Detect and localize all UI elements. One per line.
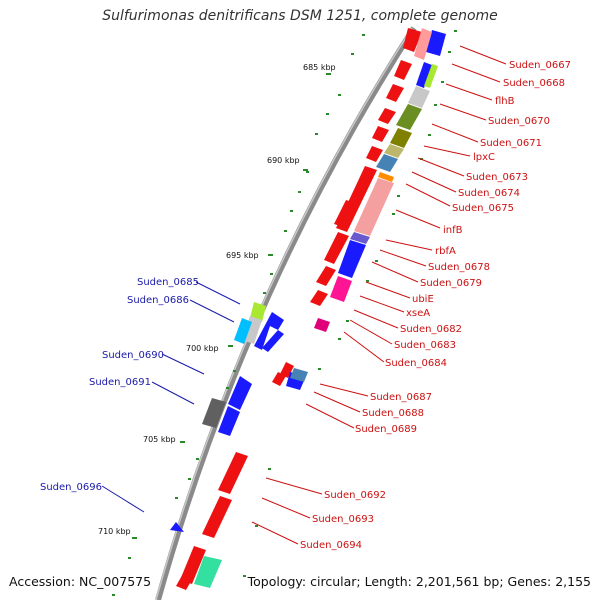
gene-arrow	[228, 376, 252, 410]
gene-label-suden-0683: Suden_0683	[394, 340, 456, 351]
gene-label-ubie: ubiE	[412, 294, 434, 305]
gene-label-suden-0671: Suden_0671	[480, 138, 542, 149]
gene-arrow	[254, 312, 284, 350]
gene-label-suden-0685: Suden_0685	[137, 277, 199, 288]
gene-arrow	[394, 60, 412, 80]
gene-arrow	[378, 108, 396, 124]
tick-label-695: 695 kbp	[226, 251, 259, 260]
gene-arrow	[316, 266, 336, 286]
gene-label-suden-0674: Suden_0674	[458, 188, 520, 199]
tick-label-710: 710 kbp	[98, 527, 131, 536]
gene-label-infb: infB	[443, 225, 463, 236]
gene-block	[350, 232, 370, 244]
gene-label-rbfa: rbfA	[435, 246, 456, 257]
gene-label-suden-0668: Suden_0668	[503, 78, 565, 89]
gene-label-xsea: xseA	[406, 308, 430, 319]
gene-block	[202, 398, 226, 428]
gene-arrow	[262, 330, 284, 352]
gene-label-suden-0689: Suden_0689	[355, 424, 417, 435]
gene-arrow	[280, 362, 294, 378]
gene-block	[390, 128, 412, 148]
gene-label-suden-0673: Suden_0673	[466, 172, 528, 183]
gene-arrow	[324, 232, 349, 264]
scale-dots	[112, 30, 457, 596]
gene-arrow	[366, 146, 383, 162]
gene-block	[314, 318, 330, 332]
tick-label-690: 690 kbp	[267, 156, 300, 165]
tick-label-705: 705 kbp	[143, 435, 176, 444]
gene-block	[234, 318, 252, 344]
topology-label: Topology: circular; Length: 2,201,561 bp…	[247, 574, 591, 589]
gene-block	[290, 368, 308, 382]
gene-block	[354, 178, 394, 236]
gene-block	[408, 86, 430, 108]
genome-backbone-highlight	[155, 27, 413, 601]
gene-label-suden-0670: Suden_0670	[488, 116, 550, 127]
gene-block	[378, 172, 394, 182]
major-ticks	[132, 73, 331, 539]
gene-label-lpxc: lpxC	[473, 152, 495, 163]
left-leader-lines	[101, 281, 241, 513]
gene-label-suden-0684: Suden_0684	[385, 358, 447, 369]
gene-arrow	[336, 166, 377, 232]
right-leader-lines	[251, 45, 507, 545]
gene-label-suden-0679: Suden_0679	[420, 278, 482, 289]
left-genes	[170, 302, 284, 532]
map-title: Sulfurimonas denitrificans DSM 1251, com…	[102, 8, 498, 24]
forward-strand-genes	[194, 28, 446, 588]
gene-label-suden-0691: Suden_0691	[89, 377, 151, 388]
reverse-strand-genes	[176, 28, 422, 590]
gene-label-suden-0675: Suden_0675	[452, 203, 514, 214]
accession-label: Accession: NC_007575	[9, 574, 152, 589]
gene-label-suden-0690: Suden_0690	[102, 350, 164, 361]
gene-block	[242, 316, 262, 344]
gene-block	[330, 276, 352, 302]
gene-arrow	[372, 126, 389, 142]
gene-arrow	[403, 28, 422, 52]
tick-label-685: 685 kbp	[303, 63, 336, 72]
gene-arrow	[218, 452, 248, 494]
gene-block	[414, 28, 432, 60]
gene-arrow	[218, 406, 240, 436]
gene-arrow	[310, 290, 328, 306]
gene-arrow	[386, 84, 404, 102]
gene-arrow	[272, 372, 286, 386]
gene-block	[396, 104, 422, 130]
gene-label-suden-0682: Suden_0682	[400, 324, 462, 335]
gene-arrow	[202, 496, 232, 538]
gene-block	[416, 62, 432, 88]
gene-label-suden-0696: Suden_0696	[40, 482, 102, 493]
gene-label-suden-0692: Suden_0692	[324, 490, 386, 501]
gene-label-suden-0667: Suden_0667	[509, 60, 571, 71]
gene-block	[338, 240, 366, 278]
gene-label-suden-0686: Suden_0686	[127, 295, 189, 306]
tick-label-700: 700 kbp	[186, 344, 219, 353]
gene-label-suden-0694: Suden_0694	[300, 540, 362, 551]
gene-block	[426, 30, 446, 56]
gene-label-suden-0687: Suden_0687	[370, 392, 432, 403]
gene-block	[384, 144, 404, 158]
gene-label-suden-0693: Suden_0693	[312, 514, 374, 525]
gene-label-suden-0678: Suden_0678	[428, 262, 490, 273]
gene-arrow	[170, 522, 184, 532]
gene-label-suden-0688: Suden_0688	[362, 408, 424, 419]
gene-label-flhb: flhB	[495, 96, 515, 107]
gene-block	[424, 64, 438, 88]
gene-block	[376, 154, 398, 172]
gene-block	[250, 302, 266, 322]
genome-backbone	[155, 26, 417, 601]
gene-arrow	[176, 572, 194, 590]
gene-arrow	[334, 200, 352, 226]
gene-block	[194, 556, 222, 588]
